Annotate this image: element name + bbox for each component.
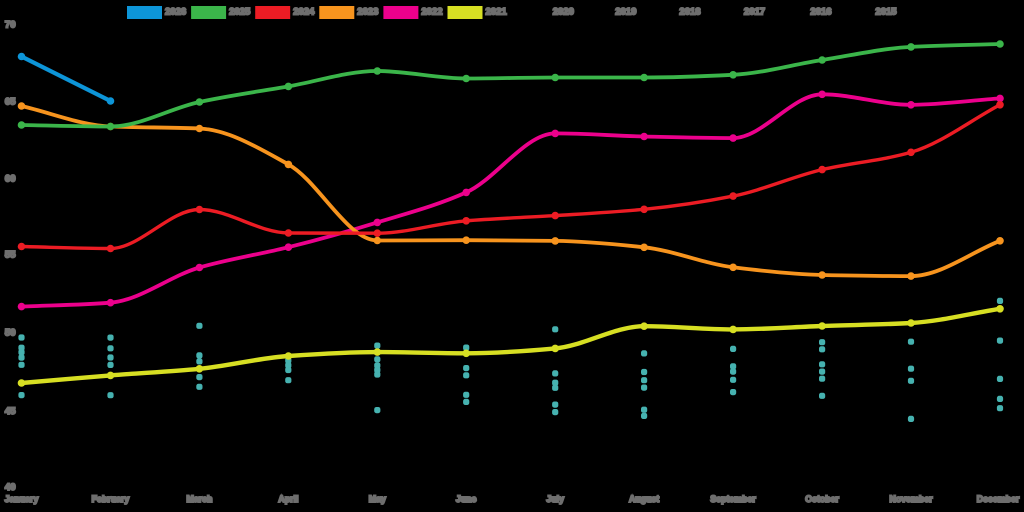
svg-text:2022: 2022 [421,7,442,18]
svg-text:2023: 2023 [357,7,378,18]
svg-text:65: 65 [5,96,16,107]
svg-text:40: 40 [5,482,16,493]
svg-text:2025: 2025 [229,7,251,18]
svg-text:2018: 2018 [679,7,700,18]
svg-text:2026: 2026 [165,7,186,18]
svg-text:2024: 2024 [293,7,315,18]
svg-text:January: January [5,494,39,504]
svg-text:December: December [977,494,1020,504]
svg-text:April: April [278,494,298,504]
svg-text:50: 50 [5,327,16,338]
svg-text:2017: 2017 [744,7,765,18]
svg-text:June: June [456,494,477,504]
svg-text:February: February [92,494,130,504]
svg-text:2020: 2020 [553,7,574,18]
svg-text:November: November [889,494,933,504]
svg-text:May: May [369,494,386,504]
svg-text:2019: 2019 [615,7,636,18]
svg-text:March: March [186,494,212,504]
svg-text:60: 60 [5,173,16,184]
svg-text:August: August [629,494,659,504]
svg-text:55: 55 [5,249,16,260]
svg-text:45: 45 [5,406,16,417]
svg-text:September: September [710,494,756,504]
svg-text:2015: 2015 [875,7,897,18]
svg-text:70: 70 [5,19,16,30]
svg-text:October: October [805,494,839,504]
svg-text:2016: 2016 [810,7,831,18]
svg-text:2021: 2021 [486,7,508,18]
svg-text:July: July [546,494,564,504]
